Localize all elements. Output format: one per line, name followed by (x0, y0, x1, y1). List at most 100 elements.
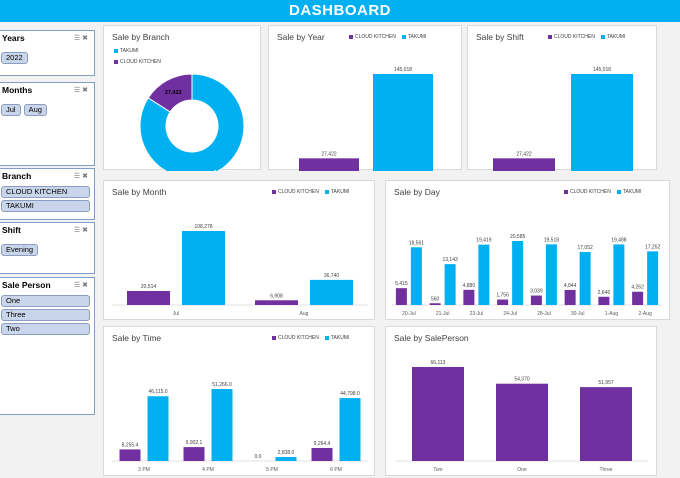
data-label: 4,262 (631, 285, 644, 291)
data-label: 20,514 (141, 284, 157, 290)
x-tick-label: 3 PM (138, 467, 150, 473)
slicer-months: Months ☰✖ Jul Aug (0, 82, 95, 166)
multi-select-icon[interactable]: ☰ (73, 227, 83, 234)
data-label: 20,585 (510, 234, 526, 240)
data-label: 46,115.0 (148, 389, 167, 395)
x-tick-label: Three (599, 467, 612, 473)
multi-select-icon[interactable]: ☰ (73, 173, 83, 180)
bar-takumi (339, 398, 361, 461)
x-tick-label: 5 PM (266, 467, 278, 473)
card-sale-by-shift: Sale by Shift CLOUD KITCHEN TAKUMI 27,422… (467, 25, 657, 171)
card-title: Sale by Year (277, 32, 325, 42)
bar-chart: 66,113 Two 54,370 One 51,957 Three (396, 360, 648, 473)
bar-takumi (579, 251, 591, 305)
legend-item-cloud-kitchen: CLOUD KITCHEN (564, 189, 611, 195)
data-label: 27,422 (165, 90, 182, 96)
multi-select-icon[interactable]: ☰ (73, 87, 83, 94)
data-label: 17,052 (577, 245, 593, 251)
bar-cloud-kitchen (497, 299, 509, 305)
bar-takumi (211, 389, 233, 461)
card-sale-by-time: Sale by Time CLOUD KITCHEN TAKUMI 8,255.4… (103, 326, 375, 476)
legend-item-cloud-kitchen: CLOUD KITCHEN (349, 34, 396, 40)
bar-chart: 20,514 108,278 Jul 6,908 36,740 Aug (112, 224, 368, 317)
bar-takumi (444, 264, 456, 305)
bar-value (412, 367, 464, 461)
data-label: 19,488 (611, 237, 627, 243)
slicer-item-jul[interactable]: Jul (1, 104, 21, 116)
data-label: 145,018 (593, 67, 611, 73)
legend-item-takumi: TAKUMI (324, 189, 349, 195)
x-tick-label: One (517, 467, 527, 473)
bar-value (496, 383, 548, 461)
slicer-item-three[interactable]: Three (1, 309, 90, 321)
legend-item-cloud-kitchen: CLOUD KITCHEN (548, 34, 595, 40)
slicer-years: Years ☰✖ 2022 (0, 30, 95, 76)
legend-item-takumi: TAKUMI (324, 335, 349, 341)
slicer-title: Branch (2, 171, 32, 181)
data-label: 2,838.0 (278, 450, 295, 456)
card-title: Sale by Month (112, 187, 167, 197)
legend-swatch (616, 189, 621, 194)
card-sale-by-branch: Sale by Branch TAKUMI CLOUD KITCHEN 145,… (103, 25, 261, 171)
data-label: 9,264.4 (314, 441, 331, 447)
legend-swatch (114, 59, 118, 64)
slicer-item-2022[interactable]: 2022 (1, 52, 28, 64)
x-tick-label: Jul (173, 311, 179, 317)
card-sale-by-year: Sale by Year CLOUD KITCHEN TAKUMI 27,422 1… (268, 25, 462, 171)
donut-slice-takumi (139, 73, 245, 171)
legend-swatch (600, 34, 605, 39)
bar-takumi (275, 457, 297, 461)
bar-takumi (512, 241, 524, 305)
legend-item-takumi: TAKUMI (114, 48, 161, 54)
bar-cloud-kitchen (493, 158, 555, 171)
clear-filter-icon[interactable]: ✖ (82, 87, 90, 94)
slicer-item-one[interactable]: One (1, 295, 90, 307)
data-label: 5,415 (395, 281, 408, 287)
x-tick-label: 20-Jul (402, 311, 416, 317)
slicer-item-two[interactable]: Two (1, 323, 90, 335)
bar-takumi (182, 231, 225, 305)
legend-item-takumi: TAKUMI (600, 34, 625, 40)
slicer-item-evening[interactable]: Evening (1, 244, 39, 256)
clear-filter-icon[interactable]: ✖ (82, 173, 90, 180)
bar-value (580, 387, 632, 461)
data-label: 6,908 (270, 293, 283, 299)
legend: TAKUMI CLOUD KITCHEN (114, 48, 161, 65)
slicer-item-aug[interactable]: Aug (23, 104, 47, 116)
dashboard-title: DASHBOARD (0, 0, 680, 22)
slicer-item-takumi[interactable]: TAKUMI (1, 200, 90, 212)
x-tick-label: 4 PM (202, 467, 214, 473)
bar-chart: 8,255.4 46,115.0 3 PM 9,902.1 51,266.0 4 PM 0.… (112, 382, 368, 473)
card-sale-by-salesperson: Sale by SalePerson 66,113 Two 54,370 One 51,… (385, 326, 657, 476)
slicer-branch: Branch ☰✖ CLOUD KITCHEN TAKUMI (0, 168, 95, 220)
multi-select-icon[interactable]: ☰ (73, 35, 83, 42)
legend-swatch (564, 189, 568, 194)
bar-takumi (545, 244, 557, 305)
donut-chart: 145,018 27,422 (139, 73, 245, 171)
legend-item-takumi: TAKUMI (616, 189, 641, 195)
slicer-sale-person: Sale Person ☰✖ One Three Two (0, 277, 95, 415)
data-label: 108,278 (194, 224, 212, 230)
x-tick-label: 24-Jul (503, 311, 517, 317)
data-label: 145,018 (214, 170, 234, 171)
slicer-item-cloud-kitchen[interactable]: CLOUD KITCHEN (1, 186, 90, 198)
card-title: Sale by Time (112, 333, 162, 343)
card-sale-by-day: Sale by Day CLOUD KITCHEN TAKUMI 5,415 18,… (385, 180, 670, 320)
bar-takumi (373, 74, 433, 171)
legend-swatch (114, 48, 118, 53)
legend-swatch (324, 189, 329, 194)
clear-filter-icon[interactable]: ✖ (82, 227, 90, 234)
bar-takumi (478, 244, 490, 305)
multi-select-icon[interactable]: ☰ (73, 282, 83, 289)
clear-filter-icon[interactable]: ✖ (82, 35, 90, 42)
data-label: 19,419 (476, 238, 492, 244)
x-tick-label: 6 PM (330, 467, 342, 473)
data-label: 560 (431, 296, 440, 302)
clear-filter-icon[interactable]: ✖ (82, 282, 90, 289)
bar-cloud-kitchen (429, 303, 441, 305)
legend-item-cloud-kitchen: CLOUD KITCHEN (272, 335, 319, 341)
data-label: 36,740 (324, 273, 340, 279)
x-tick-label: 28-Jul (537, 311, 551, 317)
